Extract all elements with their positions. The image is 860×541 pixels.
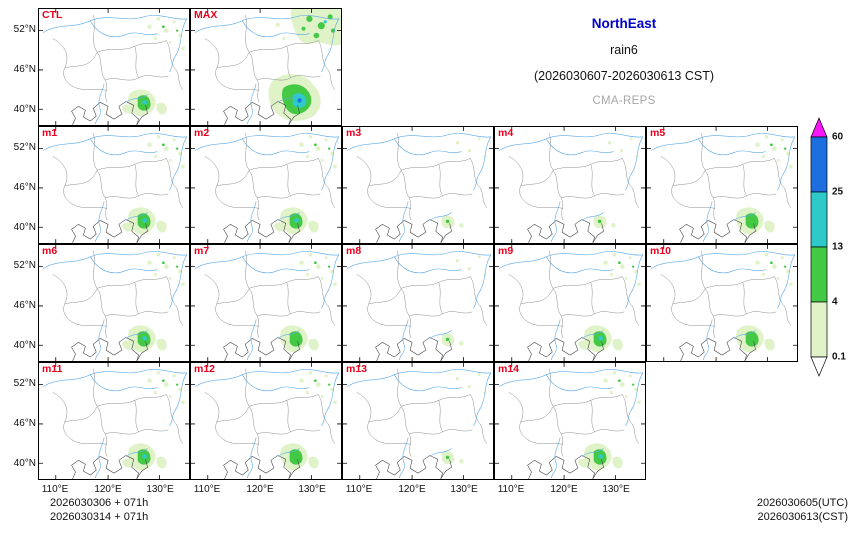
- map-canvas: [495, 245, 645, 361]
- init-time-line: 2026030314 + 071h: [50, 510, 149, 523]
- map-canvas: [191, 127, 341, 243]
- map-canvas: [191, 245, 341, 361]
- map-panel: MAX: [190, 8, 342, 126]
- panel-label: m13: [346, 363, 368, 375]
- map-canvas: [495, 363, 645, 479]
- region-title: NorthEast: [591, 16, 657, 31]
- x-tick-label: 110°E: [345, 484, 373, 495]
- variable-title: rain6: [610, 43, 638, 57]
- colorbar-under-arrow: [810, 356, 828, 377]
- x-tick-label: 120°E: [94, 484, 122, 495]
- map-canvas: [343, 245, 493, 361]
- colorbar-label: 25: [832, 187, 844, 198]
- map-panel: m6: [38, 244, 190, 362]
- map-canvas: [647, 245, 797, 361]
- colorbar-label: 0.1: [832, 352, 846, 363]
- x-tick-label: 130°E: [450, 484, 478, 495]
- y-tick-label: 46°N: [13, 418, 36, 429]
- colorbar-label: 4: [832, 297, 838, 308]
- x-tick-label: 110°E: [41, 484, 69, 495]
- map-panel: m4: [494, 126, 646, 244]
- y-tick-label: 52°N: [13, 378, 36, 389]
- map-panel: m10: [646, 244, 798, 362]
- map-panel: m5: [646, 126, 798, 244]
- colorbar-seg-cyan: [810, 191, 828, 248]
- colorbar-seg-lightgreen: [810, 301, 828, 358]
- valid-time-line: 2026030613(CST): [757, 510, 848, 523]
- map-canvas: [343, 363, 493, 479]
- panel-label: m9: [498, 245, 514, 257]
- map-canvas: [191, 363, 341, 479]
- colorbar-label: 13: [832, 242, 844, 253]
- map-panel: m13: [342, 362, 494, 480]
- x-tick-label: 130°E: [298, 484, 326, 495]
- panel-label: CTL: [42, 9, 63, 21]
- map-canvas: [39, 245, 189, 361]
- panel-label: m2: [194, 127, 210, 139]
- panel-label: m11: [42, 363, 63, 375]
- map-panel: m14: [494, 362, 646, 480]
- map-panel: m8: [342, 244, 494, 362]
- colorbar-over-arrow: [810, 117, 828, 138]
- panel-label: m4: [498, 127, 514, 139]
- x-tick-label: 110°E: [193, 484, 221, 495]
- x-tick-label: 120°E: [398, 484, 426, 495]
- y-tick-label: 52°N: [13, 260, 36, 271]
- x-tick-label: 120°E: [550, 484, 578, 495]
- panel-label: m7: [194, 245, 210, 257]
- model-title: CMA-REPS: [592, 95, 656, 107]
- panel-label: m10: [650, 245, 672, 257]
- map-panel: m9: [494, 244, 646, 362]
- title-block: NorthEast rain6 (2026030607-2026030613 C…: [404, 16, 844, 107]
- map-canvas: [39, 363, 189, 479]
- x-tick-label: 110°E: [497, 484, 525, 495]
- y-tick-label: 52°N: [13, 24, 36, 35]
- valid-time-line: 2026030605(UTC): [756, 497, 848, 509]
- y-tick-label: 46°N: [13, 64, 36, 75]
- map-panel: m11: [38, 362, 190, 480]
- map-panel: m12: [190, 362, 342, 480]
- colorbar-seg-green: [810, 246, 828, 303]
- map-panel: CTL: [38, 8, 190, 126]
- colorbar-label: 60: [832, 132, 844, 143]
- y-tick-label: 40°N: [13, 340, 36, 351]
- period-title: (2026030607-2026030613 CST): [534, 69, 714, 83]
- map-canvas: [39, 127, 189, 243]
- x-tick-label: 130°E: [602, 484, 630, 495]
- panel-label: m1: [42, 127, 58, 139]
- map-canvas: [39, 9, 189, 125]
- valid-time-block: 2026030605(UTC) 2026030613(CST): [757, 497, 848, 524]
- x-tick-label: 130°E: [146, 484, 174, 495]
- y-tick-label: 46°N: [13, 182, 36, 193]
- map-panel: m7: [190, 244, 342, 362]
- map-panel: m3: [342, 126, 494, 244]
- map-canvas: [343, 127, 493, 243]
- panel-label: m3: [346, 127, 362, 139]
- colorbar-seg-blue: [810, 136, 828, 193]
- map-canvas: [495, 127, 645, 243]
- map-canvas: [647, 127, 797, 243]
- x-tick-label: 120°E: [246, 484, 274, 495]
- panel-label: m12: [194, 363, 216, 375]
- map-canvas: [191, 9, 341, 125]
- panel-label: MAX: [194, 9, 218, 21]
- panel-label: m8: [346, 245, 362, 257]
- y-tick-label: 40°N: [13, 104, 36, 115]
- init-time-line: 2026030306 + 071h: [50, 497, 149, 509]
- y-tick-label: 40°N: [13, 222, 36, 233]
- y-tick-label: 52°N: [13, 142, 36, 153]
- init-time-block: 2026030306 + 071h 2026030314 + 071h: [50, 497, 148, 524]
- map-panel: m1: [38, 126, 190, 244]
- colorbar: 60 25 13 4 0.1: [810, 117, 846, 377]
- y-tick-label: 40°N: [13, 458, 36, 469]
- map-panel: m2: [190, 126, 342, 244]
- y-tick-label: 46°N: [13, 300, 36, 311]
- panel-label: m14: [498, 363, 520, 375]
- panel-label: m6: [42, 245, 58, 257]
- panel-label: m5: [650, 127, 666, 139]
